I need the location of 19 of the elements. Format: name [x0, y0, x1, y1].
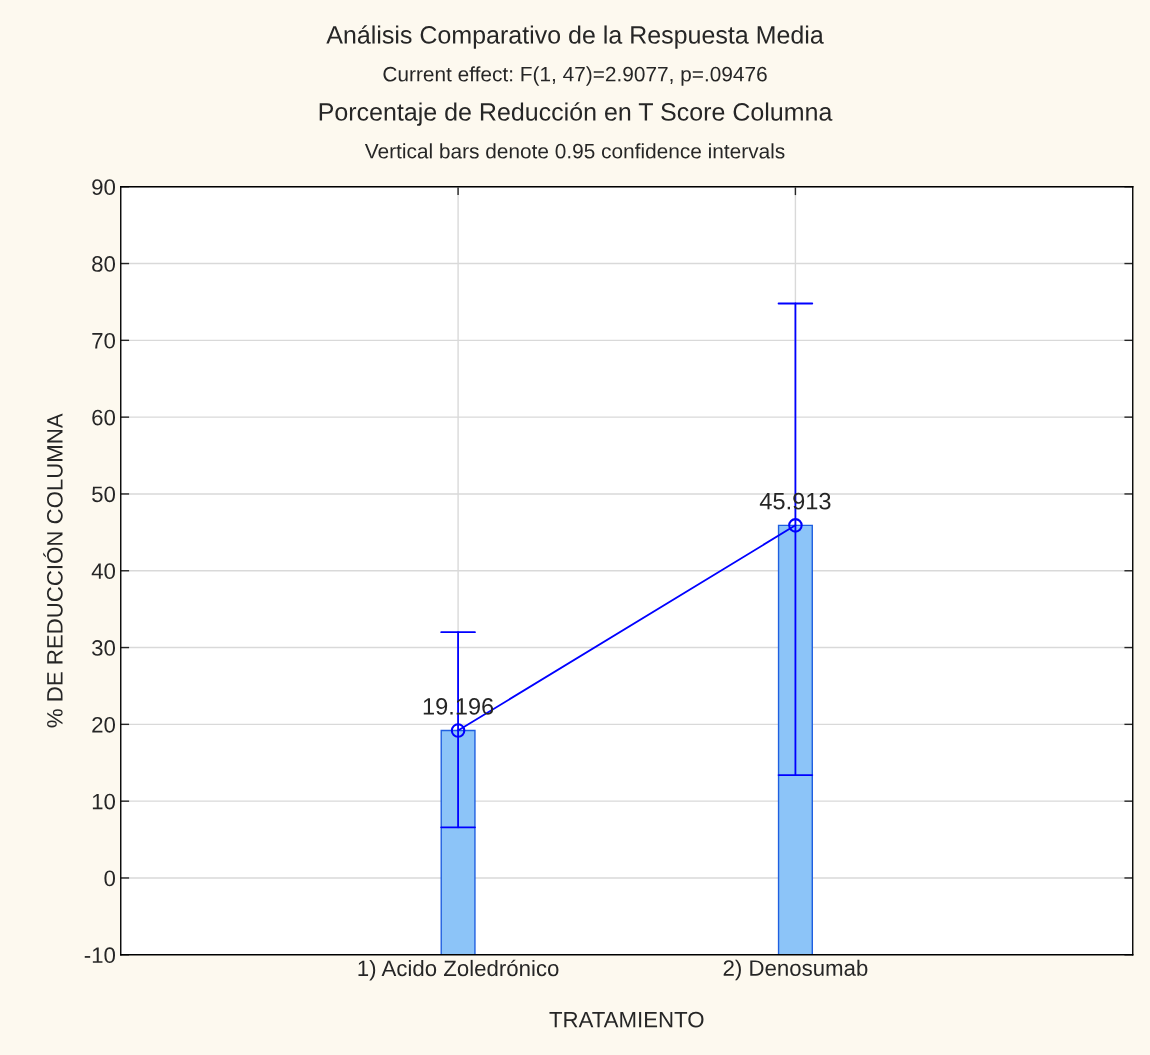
text: Porcentaje de Reducción en T Score Columna	[319, 102, 833, 126]
y-tick-label: 40	[91, 563, 116, 580]
y-tick-label: 30	[92, 640, 116, 656]
chart-subtitle: Current effect: F(1, 47)=2.9077, p=.09476	[383, 66, 767, 86]
y-tick-label: 20	[92, 716, 116, 733]
y-tick-label: 60	[92, 409, 116, 426]
x-axis-title: TRATAMIENTO	[549, 1011, 704, 1028]
y-tick-label: 0	[104, 870, 116, 887]
y-tick-label: 90	[92, 179, 116, 196]
y-tick-label: 70	[92, 332, 116, 349]
y-tick-label: 10	[92, 793, 116, 810]
y-tick-label: -10	[84, 947, 116, 964]
chart-title: Análisis Comparativo de la Respuesta Media	[326, 25, 824, 49]
y-tick-label: 80	[92, 256, 116, 272]
x-tick-label: 2) Denosumab	[723, 959, 868, 981]
y-tick-label: 50	[92, 486, 116, 503]
x-tick-label: 1) Acido Zoledrónico	[358, 959, 559, 981]
text: Vertical bars denote 0.95 confidence intervals	[364, 143, 785, 159]
y-axis-title: % DE REDUCCIÓN COLUMNA	[43, 413, 63, 728]
